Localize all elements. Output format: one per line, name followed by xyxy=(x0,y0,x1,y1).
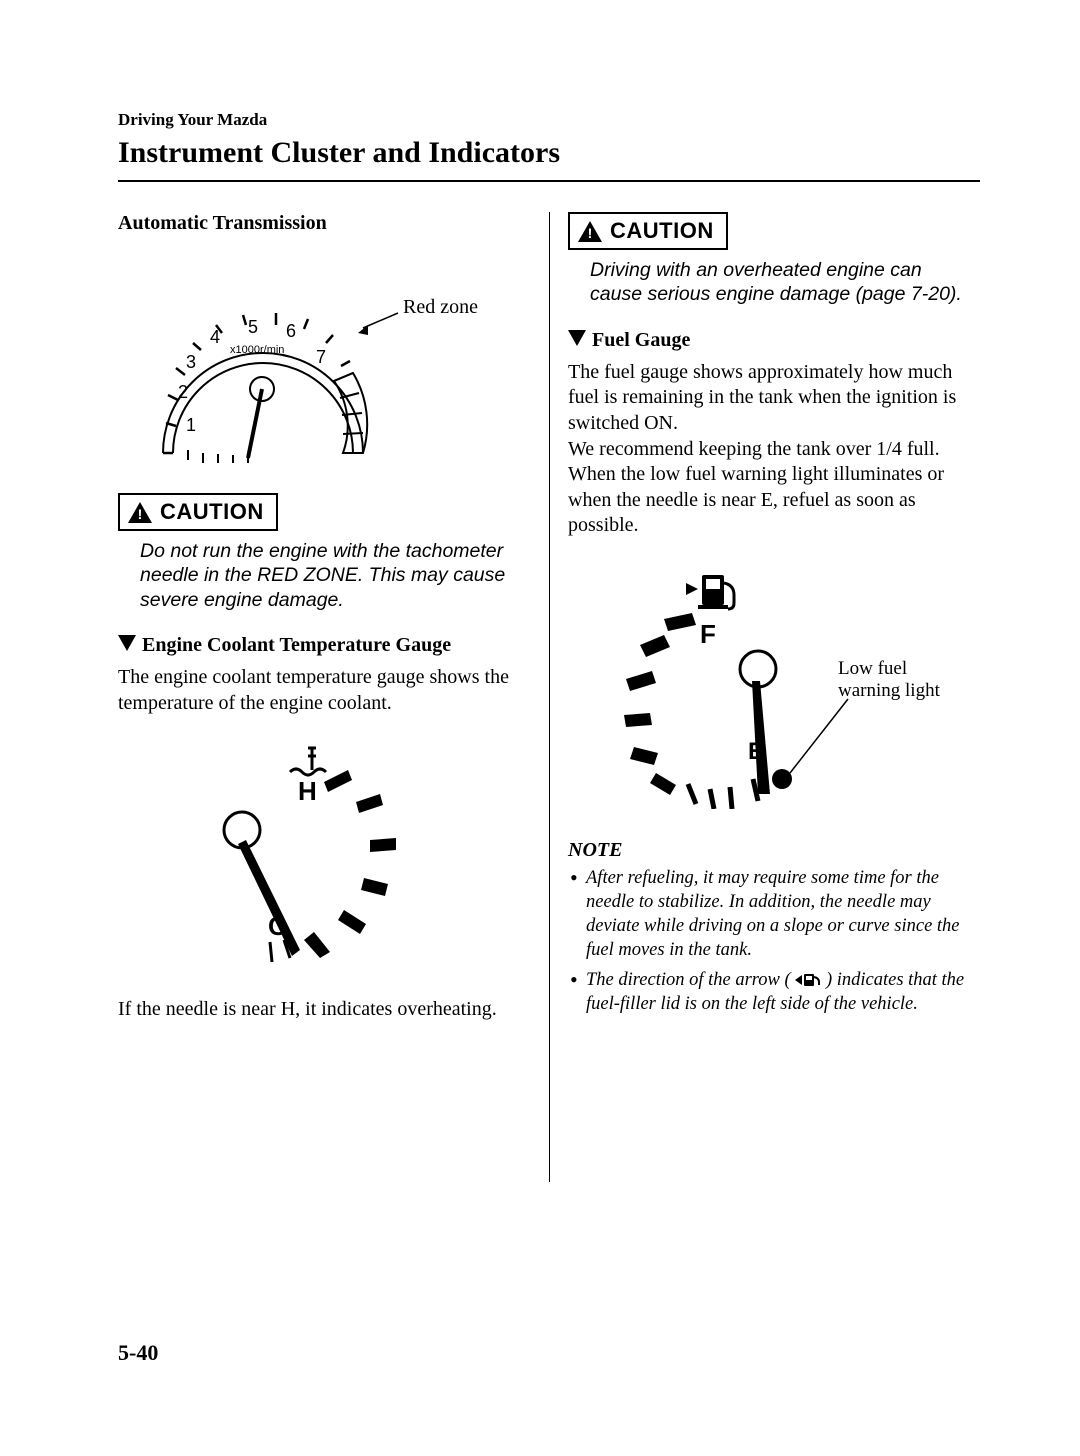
svg-text:Low fuel warning lig: Low fuel warning light xyxy=(838,658,941,701)
horizontal-rule xyxy=(118,180,980,182)
warning-triangle-icon-2: ! xyxy=(578,221,602,242)
lowfuel-callout-1: Low fuel xyxy=(838,658,907,679)
fuel-gauge-title: Fuel Gauge xyxy=(592,329,690,352)
tach-num-4: 4 xyxy=(210,327,220,347)
caution-label-1: CAUTION xyxy=(160,499,264,525)
section-header-main: Instrument Cluster and Indicators xyxy=(118,136,980,170)
temp-hot-label: H xyxy=(298,776,317,806)
fuel-gauge-figure: F E xyxy=(598,569,980,809)
temp-gauge-head: Engine Coolant Temperature Gauge xyxy=(118,634,531,657)
tach-num-3: 3 xyxy=(186,352,196,372)
fuel-full-label: F xyxy=(700,619,716,649)
tach-num-7: 7 xyxy=(316,347,326,367)
warning-triangle-icon: ! xyxy=(128,502,152,523)
right-column: ! CAUTION Driving with an overheated eng… xyxy=(549,212,980,1182)
tach-num-2: 2 xyxy=(178,382,188,402)
lowfuel-callout-2: warning light xyxy=(838,680,941,701)
caution-box-1: ! CAUTION xyxy=(118,493,278,531)
tach-unit: x1000r/min xyxy=(230,344,284,356)
automatic-transmission-head: Automatic Transmission xyxy=(118,212,531,235)
caution-label-2: CAUTION xyxy=(610,218,714,244)
tach-num-5: 5 xyxy=(248,317,258,337)
left-column: Automatic Transmission xyxy=(118,212,549,1182)
svg-text:!: ! xyxy=(588,225,593,241)
fuel-gauge-body: The fuel gauge shows approximately how m… xyxy=(568,360,980,539)
note-item-2-pre: The direction of the arrow ( xyxy=(586,970,795,990)
fuel-gauge-head: Fuel Gauge xyxy=(568,329,980,352)
caution-body-1: Do not run the engine with the tachomete… xyxy=(140,539,523,612)
overheat-text: If the needle is near H, it indicates ov… xyxy=(118,997,531,1023)
two-column-layout: Automatic Transmission xyxy=(118,212,980,1182)
note-list: After refueling, it may require some tim… xyxy=(568,866,980,1016)
fuel-arrow-icon xyxy=(795,970,821,990)
section-header-small: Driving Your Mazda xyxy=(118,110,980,130)
temp-gauge-figure: H C xyxy=(118,740,531,975)
temp-gauge-body: The engine coolant temperature gauge sho… xyxy=(118,665,531,716)
triangle-down-icon xyxy=(118,634,136,657)
note-item-2: The direction of the arrow ( ) indicates… xyxy=(568,968,980,1016)
tach-num-1: 1 xyxy=(186,415,196,435)
page-number: 5-40 xyxy=(118,1340,158,1366)
tach-num-6: 6 xyxy=(286,321,296,341)
triangle-down-icon-2 xyxy=(568,329,586,352)
note-item-1: After refueling, it may require some tim… xyxy=(568,866,980,962)
caution-box-2: ! CAUTION xyxy=(568,212,728,250)
caution-body-2: Driving with an overheated engine can ca… xyxy=(590,258,972,307)
redzone-label: Red zone xyxy=(403,296,478,318)
tachometer-figure: 1 2 3 4 5 6 7 x1000r/min xyxy=(148,253,531,463)
temp-gauge-title: Engine Coolant Temperature Gauge xyxy=(142,634,451,657)
svg-text:!: ! xyxy=(138,506,143,522)
note-head: NOTE xyxy=(568,839,980,862)
